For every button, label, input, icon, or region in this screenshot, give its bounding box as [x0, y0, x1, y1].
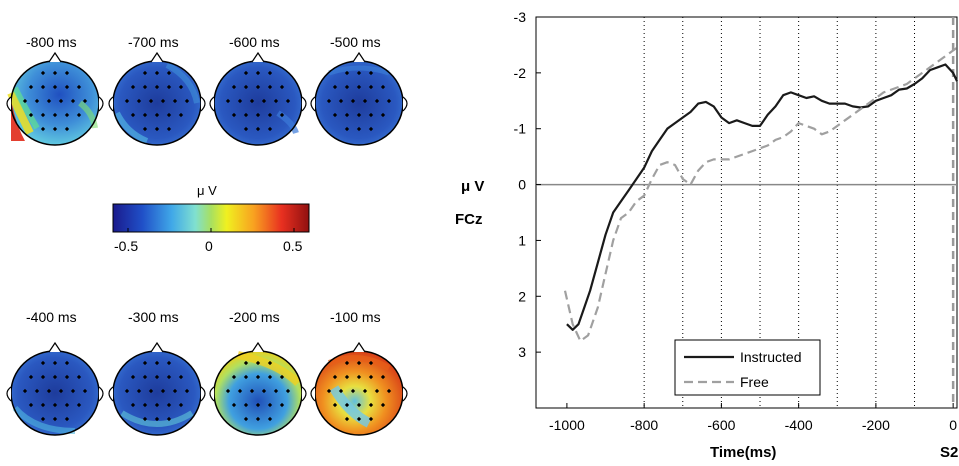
topomap-label-700: -700 ms	[128, 34, 179, 50]
topomap-label-600: -600 ms	[229, 34, 280, 50]
x-tick-label: -800	[630, 417, 658, 433]
y-tick-label: 0	[518, 177, 526, 193]
y-tick-label: 3	[518, 344, 526, 360]
topomap-label-500: -500 ms	[330, 34, 381, 50]
legend-label-free: Free	[740, 374, 769, 390]
topomaps	[6, 51, 408, 436]
colorbar-tick-zero: 0	[205, 238, 213, 254]
topomap-head-800	[6, 51, 104, 146]
topomap-label-300: -300 ms	[128, 309, 179, 325]
chart-xlabel: Time(ms)	[710, 444, 777, 461]
y-tick-label: -3	[514, 9, 527, 25]
colorbar	[112, 203, 310, 233]
topomap-head-400	[6, 341, 104, 436]
topomap-label-200: -200 ms	[229, 309, 280, 325]
series-line-instructed	[566, 63, 958, 331]
topomap-head-500	[310, 51, 408, 146]
topomap-label-400: -400 ms	[26, 309, 77, 325]
y-tick-label: -2	[514, 65, 527, 81]
x-tick-label: -600	[707, 417, 735, 433]
series-line-free	[563, 46, 958, 343]
legend-box	[674, 339, 821, 396]
topomap-head-200	[209, 341, 307, 436]
x-tick-label: -200	[862, 417, 890, 433]
chart-channel-label: FCz	[455, 211, 483, 228]
x-tick-label: 0	[949, 417, 957, 433]
chart-ylabel: μ V	[461, 178, 485, 195]
topomap-label-100: -100 ms	[330, 309, 381, 325]
topomap-head-300	[108, 341, 206, 436]
legend-label-instructed: Instructed	[740, 349, 801, 365]
plot-frame	[535, 16, 958, 409]
y-tick-label: 2	[518, 288, 526, 304]
topomap-head-600	[209, 51, 307, 146]
x-tick-label: -1000	[549, 417, 585, 433]
y-tick-label: 1	[518, 232, 526, 248]
colorbar-tick-pos: 0.5	[283, 238, 303, 254]
topomap-label-800: -800 ms	[26, 34, 77, 50]
colorbar-unit: μ V	[197, 183, 217, 198]
topomap-head-700	[108, 51, 206, 146]
event-marker-label: S2	[940, 444, 959, 461]
colorbar-tick-neg: -0.5	[114, 238, 139, 254]
x-tick-label: -400	[785, 417, 813, 433]
y-tick-label: -1	[514, 121, 527, 137]
topomap-head-100	[310, 341, 408, 436]
